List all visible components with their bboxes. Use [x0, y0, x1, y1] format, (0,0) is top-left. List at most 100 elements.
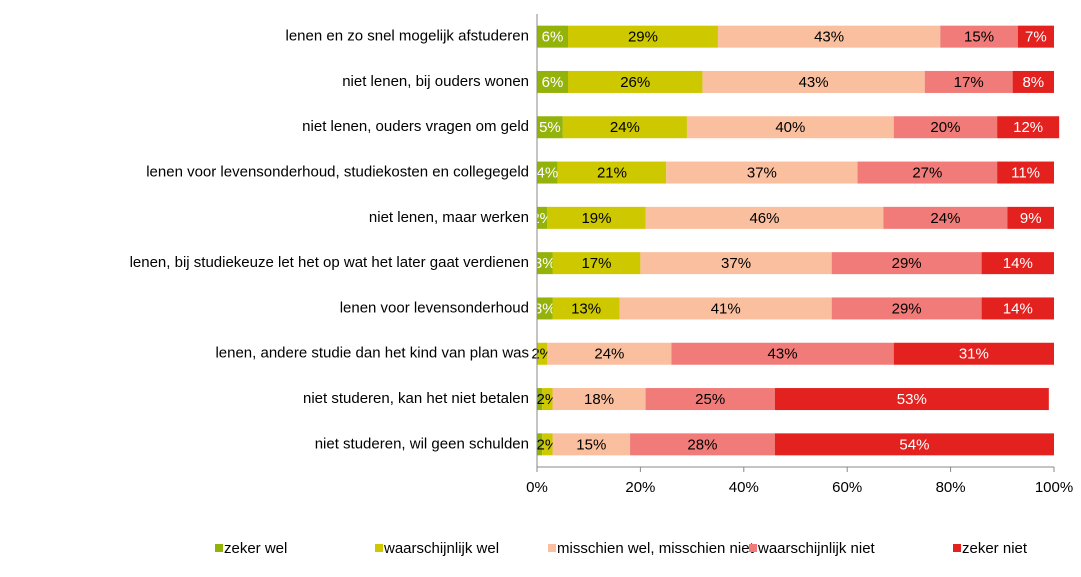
- data-label: 46%: [749, 210, 779, 227]
- legend-swatch: [548, 544, 556, 552]
- data-label: 53%: [897, 391, 927, 408]
- legend-label: misschien wel, misschien niet: [557, 540, 755, 557]
- bar-segment: [619, 297, 832, 320]
- data-label: 9%: [1020, 210, 1042, 227]
- data-label: 4%: [536, 165, 558, 182]
- y-tick-label: niet studeren, kan het niet betalen: [303, 390, 529, 407]
- data-label: 43%: [768, 346, 798, 363]
- bar-segment: [893, 342, 1054, 365]
- bar-segment: [568, 70, 703, 93]
- bar-segment: [686, 116, 894, 139]
- bar-segment: [774, 388, 1049, 411]
- bar-segment: [552, 252, 641, 275]
- bar-segment: [981, 252, 1054, 275]
- bar-segment: [671, 342, 894, 365]
- data-label: 37%: [721, 255, 751, 272]
- bar-segment: [552, 297, 620, 320]
- bar-segment: [562, 116, 687, 139]
- bar-segment: [537, 252, 553, 275]
- data-label: 11%: [1011, 165, 1040, 182]
- bar-segment: [552, 433, 631, 456]
- data-label: 29%: [892, 255, 922, 272]
- legend-label: waarschijnlijk niet: [757, 540, 876, 557]
- legend-swatch: [749, 544, 757, 552]
- bar-segment: [924, 70, 1013, 93]
- bar-segment: [940, 25, 1018, 48]
- data-label: 21%: [597, 165, 627, 182]
- bar-segment: [542, 388, 553, 411]
- bar-segment: [997, 116, 1060, 139]
- y-tick-label: lenen voor levensonderhoud, studiekosten…: [146, 164, 529, 181]
- bar-segment: [537, 161, 558, 184]
- legend-swatch: [215, 544, 223, 552]
- legend-swatch: [375, 544, 383, 552]
- data-label: 15%: [964, 29, 994, 46]
- bar-segment: [547, 206, 646, 229]
- data-label: 15%: [576, 436, 606, 453]
- legend-label: waarschijnlijk wel: [383, 540, 499, 557]
- y-tick-label: lenen, bij studiekeuze let het op wat he…: [130, 254, 529, 271]
- bar-segment: [883, 206, 1008, 229]
- data-label: 6%: [542, 74, 564, 91]
- y-tick-label: niet studeren, wil geen schulden: [315, 435, 529, 452]
- bar-segment: [568, 25, 718, 48]
- data-label: 41%: [711, 300, 741, 317]
- legend-label: zeker niet: [962, 540, 1028, 557]
- x-tick-label: 20%: [625, 479, 655, 496]
- data-label: 29%: [892, 300, 922, 317]
- bar-segment: [537, 70, 569, 93]
- data-label: 12%: [1013, 119, 1043, 136]
- x-tick-label: 40%: [729, 479, 759, 496]
- bar-segment: [640, 252, 832, 275]
- data-label: 13%: [571, 300, 601, 317]
- bar-segment: [557, 161, 667, 184]
- data-label: 14%: [1003, 255, 1033, 272]
- bar-segment: [893, 116, 998, 139]
- bar-segment: [1012, 70, 1054, 93]
- data-label: 14%: [1003, 300, 1033, 317]
- data-label: 17%: [581, 255, 611, 272]
- bar-segment: [1017, 25, 1054, 48]
- y-tick-label: niet lenen, maar werken: [369, 209, 529, 226]
- data-label: 18%: [584, 391, 614, 408]
- data-label: 31%: [959, 346, 989, 363]
- data-label: 5%: [539, 119, 561, 136]
- bar-segment: [666, 161, 858, 184]
- bar-segment: [537, 433, 543, 456]
- bar-segment: [981, 297, 1054, 320]
- data-label: 8%: [1022, 74, 1044, 91]
- data-label: 24%: [610, 119, 640, 136]
- bar-segment: [537, 297, 553, 320]
- legend-label: zeker wel: [224, 540, 287, 557]
- x-tick-label: 0%: [526, 479, 548, 496]
- data-label: 54%: [899, 436, 929, 453]
- bar-segment: [630, 433, 775, 456]
- bar-segment: [547, 342, 672, 365]
- data-label: 37%: [747, 165, 777, 182]
- y-tick-label: niet lenen, ouders vragen om geld: [302, 118, 529, 135]
- bar-segment: [537, 206, 548, 229]
- bar-segment: [645, 388, 775, 411]
- data-label: 6%: [542, 29, 564, 46]
- bar-segment: [702, 70, 925, 93]
- bar-segment: [552, 388, 646, 411]
- bar-segment: [717, 25, 941, 48]
- data-label: 40%: [775, 119, 805, 136]
- data-label: 3%: [534, 255, 556, 272]
- y-tick-label: niet lenen, bij ouders wonen: [342, 73, 529, 90]
- x-tick-label: 80%: [936, 479, 966, 496]
- data-label: 29%: [628, 29, 658, 46]
- bar-segment: [1007, 206, 1054, 229]
- data-label: 43%: [799, 74, 829, 91]
- bar-segment: [831, 297, 982, 320]
- bar-segment: [537, 388, 543, 411]
- bar-segment: [645, 206, 884, 229]
- data-label: 24%: [930, 210, 960, 227]
- data-label: 24%: [594, 346, 624, 363]
- y-tick-label: lenen voor levensonderhoud: [340, 299, 529, 316]
- data-label: 26%: [620, 74, 650, 91]
- bar-segment: [857, 161, 998, 184]
- data-label: 28%: [687, 436, 717, 453]
- bar-segment: [997, 161, 1054, 184]
